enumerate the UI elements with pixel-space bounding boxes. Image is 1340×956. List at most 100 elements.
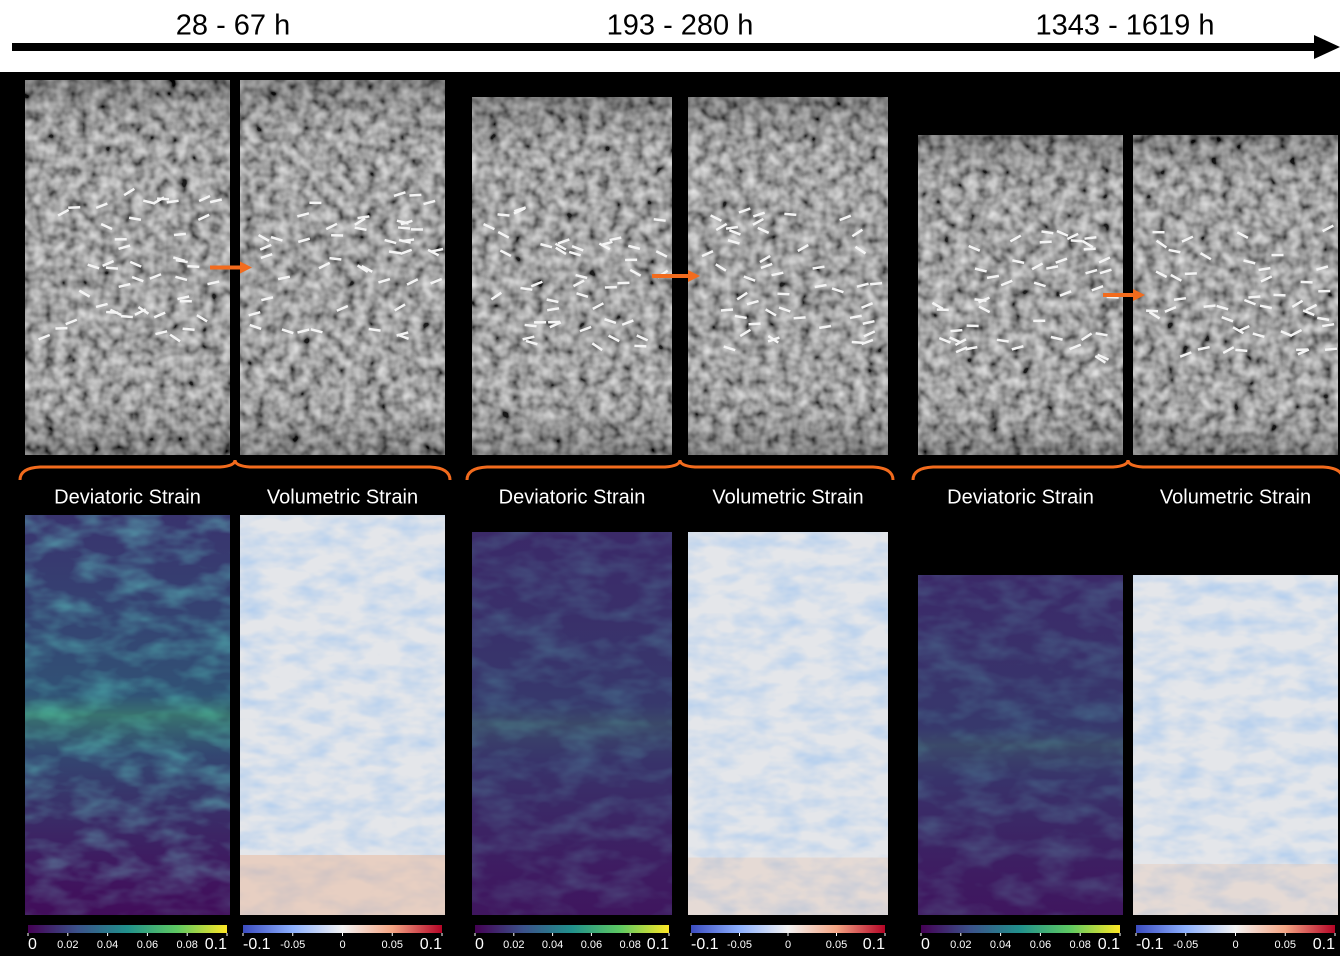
fiber <box>723 345 736 352</box>
fiber <box>1235 348 1248 353</box>
colorbar-tick-label: -0.05 <box>727 939 752 951</box>
fiber <box>209 198 223 204</box>
fiber <box>629 268 642 277</box>
fiber <box>1012 259 1025 265</box>
fiber <box>1069 343 1082 351</box>
volumetric-warm <box>1133 864 1338 915</box>
fiber <box>655 250 668 258</box>
colorbar-tick-label: 0.08 <box>1069 939 1090 951</box>
fiber <box>715 263 727 272</box>
fiber <box>248 310 261 317</box>
fiber <box>297 328 310 334</box>
volumetric-warm <box>240 855 445 915</box>
deviatoric-band <box>25 515 230 915</box>
fiber <box>396 219 409 225</box>
fiber <box>1106 295 1119 299</box>
fiber <box>621 319 634 326</box>
fiber <box>1083 247 1096 251</box>
fiber <box>187 264 200 269</box>
fiber <box>715 222 728 232</box>
fiber <box>153 196 165 205</box>
orange-arrow-head <box>688 270 700 282</box>
fiber <box>653 218 666 222</box>
fiber <box>177 295 190 301</box>
colorbar-tick-label: -0.1 <box>691 936 719 953</box>
fiber <box>1070 239 1083 243</box>
fiber <box>1085 268 1098 275</box>
fiber <box>978 305 991 314</box>
colorbar-tick-label: -0.05 <box>280 939 305 951</box>
colorbar-tick-label: 0.05 <box>1275 939 1296 951</box>
fiber <box>1252 332 1265 339</box>
fiber <box>490 291 502 301</box>
colorbar-tick-label: 0.08 <box>619 939 640 951</box>
fiber <box>546 307 560 312</box>
fiber <box>861 302 874 309</box>
ct-shade <box>472 97 672 455</box>
fiber <box>357 215 370 220</box>
orange-arrow-head <box>240 261 252 274</box>
fiber <box>525 339 538 346</box>
fiber <box>175 258 188 264</box>
colorbar <box>28 925 227 933</box>
fiber <box>497 230 510 239</box>
fiber <box>1066 232 1079 241</box>
fiber <box>169 333 181 343</box>
colorbar <box>243 925 442 933</box>
fiber <box>557 238 570 245</box>
fiber <box>743 275 756 282</box>
colorbar <box>475 925 669 933</box>
fiber <box>520 286 533 291</box>
fiber <box>571 245 584 252</box>
fiber <box>1168 248 1181 254</box>
time-label: 1343 - 1619 h <box>1036 10 1215 42</box>
fiber <box>102 259 115 268</box>
strain-label: Deviatoric Strain <box>947 486 1094 508</box>
fiber <box>155 330 168 336</box>
deviatoric-band <box>472 532 672 915</box>
fiber <box>1173 296 1187 301</box>
fiber <box>1243 298 1256 306</box>
fiber <box>1155 239 1168 249</box>
fiber <box>725 225 739 230</box>
fiber <box>931 301 944 310</box>
fiber <box>427 248 440 257</box>
fiber <box>728 229 741 236</box>
fiber <box>546 298 559 304</box>
volumetric-texture <box>240 515 445 915</box>
fiber <box>727 239 740 245</box>
fiber <box>955 346 968 354</box>
fiber <box>965 345 978 351</box>
fiber <box>430 277 443 285</box>
fiber <box>530 280 543 288</box>
fiber <box>814 283 827 289</box>
fiber <box>1216 304 1229 311</box>
fiber <box>423 199 436 206</box>
colorbar-tick-label: 0 <box>921 936 930 953</box>
fiber <box>483 222 495 231</box>
fiber <box>402 238 415 243</box>
colorbar-tick-label: 0.06 <box>137 939 158 951</box>
fiber <box>1316 265 1329 271</box>
fiber <box>497 213 510 217</box>
colorbar-tick-label: 0.1 <box>1098 936 1120 953</box>
fiber <box>710 214 722 222</box>
fiber <box>974 267 987 273</box>
colorbar-tick-label: 0.05 <box>826 939 847 951</box>
fiber <box>968 244 981 252</box>
fiber <box>760 262 773 270</box>
fiber <box>752 211 766 218</box>
fiber <box>575 273 588 280</box>
fiber <box>1055 257 1068 264</box>
colorbar <box>691 925 885 933</box>
volumetric-warm <box>688 857 888 915</box>
fiber <box>870 281 883 286</box>
fiber <box>849 314 862 320</box>
fiber <box>123 187 135 197</box>
fiber <box>863 330 876 338</box>
fiber <box>128 216 142 222</box>
fiber <box>384 238 397 245</box>
colorbar-tick-label: 0 <box>475 936 484 953</box>
time-arrow-head <box>1314 35 1340 59</box>
